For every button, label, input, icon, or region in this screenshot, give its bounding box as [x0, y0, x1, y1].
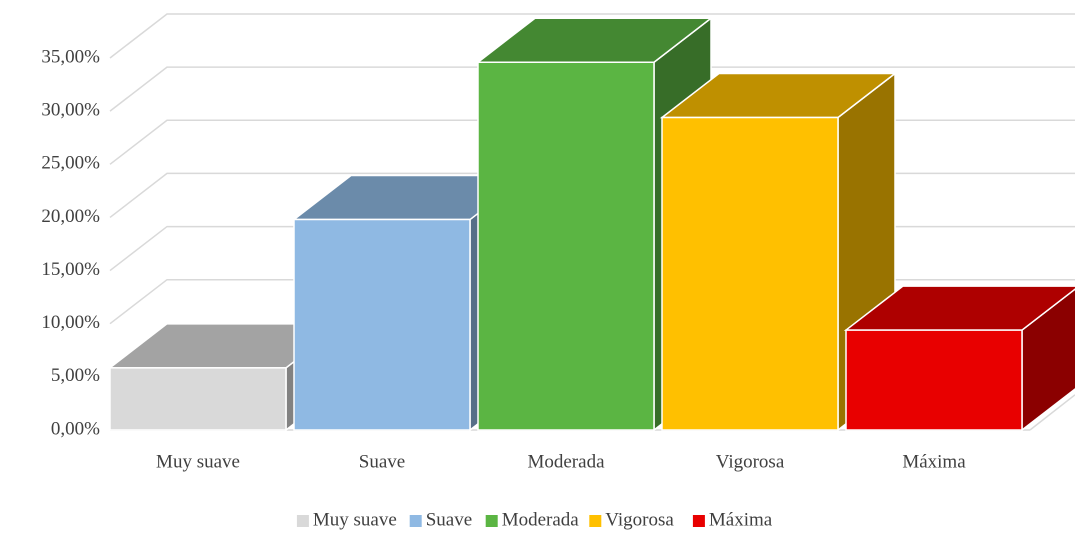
legend-swatch	[296, 515, 309, 527]
floor-edge	[1029, 394, 1075, 431]
bar-front	[293, 218, 471, 431]
y-tick-label: 5,00%	[51, 365, 100, 386]
legend-label: Máxima	[709, 509, 773, 530]
bar-front	[661, 116, 839, 431]
legend-label: Suave	[426, 509, 472, 530]
y-tick-label: 0,00%	[51, 418, 100, 439]
y-tick-label: 20,00%	[41, 206, 100, 227]
x-tick-label: Suave	[359, 451, 405, 472]
y-tick-label: 25,00%	[41, 153, 100, 174]
y-tick-label: 10,00%	[41, 312, 100, 333]
legend-swatch	[589, 515, 602, 527]
legend-label: Moderada	[502, 509, 580, 530]
x-tick-label: Vigorosa	[716, 451, 785, 472]
bar-front	[845, 329, 1023, 431]
x-tick-label: Muy suave	[156, 451, 240, 472]
x-tick-label: Máxima	[902, 451, 966, 472]
y-tick-label: 35,00%	[41, 46, 100, 67]
legend-label: Muy suave	[313, 509, 397, 530]
legend-swatch	[692, 515, 705, 527]
grid-line	[109, 13, 1075, 59]
bar	[843, 285, 1075, 432]
y-tick-label: 30,00%	[41, 100, 100, 121]
x-tick-label: Moderada	[527, 451, 605, 472]
bar-front	[109, 367, 287, 431]
legend-swatch	[409, 515, 422, 527]
legend-label: Vigorosa	[605, 509, 674, 530]
y-tick-label: 15,00%	[41, 259, 100, 280]
grid-line	[109, 66, 1075, 112]
legend-swatch	[485, 515, 498, 527]
bar-front	[477, 61, 655, 431]
